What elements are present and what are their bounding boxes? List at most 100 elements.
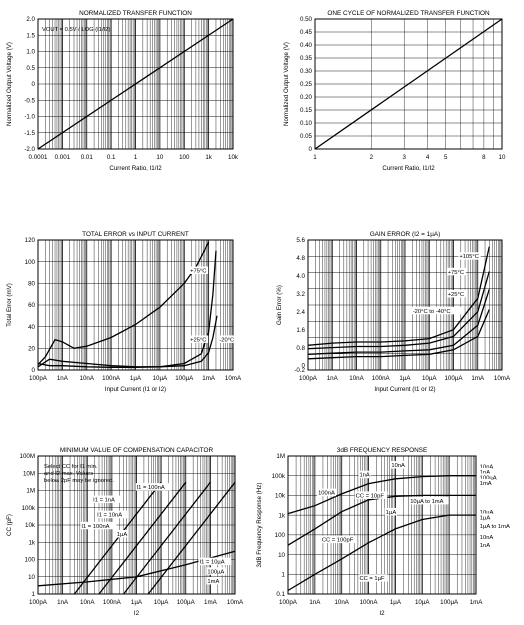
chart-annotation: CC = 100pF: [322, 538, 354, 544]
annotation-bg: [478, 478, 491, 487]
y-axis-label: Gain Error (%): [276, 285, 283, 325]
y-tick-label: -2.0: [24, 146, 35, 153]
x-axis-label: Current Ratio, I1/I2: [382, 165, 435, 172]
y-axis-label: Total Error (mV): [6, 283, 13, 327]
plot-frame: [287, 455, 477, 595]
y-tick-label: 4.8: [296, 255, 305, 262]
chart-annotation: -20°C to -40°C: [413, 309, 451, 315]
annotation-bg: [218, 335, 238, 343]
annotation-bg: [206, 567, 226, 575]
y-tick-label: 0.30: [300, 68, 313, 75]
series-line-1: [287, 475, 476, 515]
y-tick-label: 1M: [276, 453, 285, 460]
chart-annotation: -20°C: [219, 337, 234, 343]
x-tick-label: 1µA: [399, 375, 411, 382]
y-tick-label: -0.5: [24, 97, 35, 104]
x-tick-label: 100nA: [102, 375, 121, 382]
y-tick-label: 2.4: [296, 309, 305, 316]
series-line-4: [307, 309, 490, 360]
x-tick-label: 1µA: [131, 599, 143, 606]
y-tick-label: 0.20: [300, 94, 313, 101]
chart-annotation: 10nA: [480, 464, 494, 470]
x-tick-label: 0.0001: [29, 154, 48, 161]
grid: [37, 455, 236, 595]
x-tick-label: 1mA: [471, 375, 485, 382]
x-tick-label: 100pA: [279, 599, 298, 606]
y-tick-label: 1.5: [26, 32, 35, 39]
annotation-bg: [478, 532, 495, 541]
y-tick-label: 100: [275, 532, 286, 539]
chart-annotation: 10µA to 1mA: [410, 499, 443, 505]
chart-annotation: 1mA: [207, 579, 219, 585]
chart-annotation: 10nA: [391, 463, 405, 469]
y-tick-label: 1k: [278, 512, 285, 519]
series-line-2: [307, 271, 490, 350]
y-axis-label: Normalized Output Voltage (V): [6, 42, 13, 126]
series-line-1: [314, 18, 503, 150]
annotation-bg: [96, 510, 129, 519]
annotation-bg: [189, 266, 209, 274]
x-tick-label: 1nA: [57, 375, 69, 382]
y-tick-label: 1k: [28, 539, 35, 546]
chart-annotation: 1mA: [480, 481, 492, 487]
y-tick-label: 0.1: [276, 591, 285, 598]
chart-annotation: CC = 1µF: [359, 576, 385, 582]
y-tick-label: 0.8: [296, 345, 305, 352]
y-tick-label: 120: [25, 237, 36, 244]
x-tick-label: 100nA: [103, 599, 122, 606]
y-tick-label: 0: [302, 363, 306, 370]
y-tick-label: 0.5: [26, 65, 35, 72]
y-tick-label: 100k: [22, 505, 36, 512]
x-tick-label: 10nA: [334, 599, 349, 606]
x-tick-label: 0.001: [55, 154, 71, 161]
chart-annotation: 1µA: [386, 510, 397, 516]
x-tick-label: 10mA: [225, 375, 242, 382]
y-tick-label: 0.40: [300, 42, 313, 49]
y-tick-label: 0.10: [300, 120, 313, 127]
x-tick-label: 5: [444, 154, 448, 161]
annotation-bg: [409, 496, 449, 505]
chart-annotation: 1nA: [480, 543, 490, 549]
y-axis-label: CC (pF): [6, 514, 13, 536]
y-tick-label: 1M: [26, 488, 35, 495]
chart-4: 100pA 1nA 10nA 100nA 1µA 10µA 100µA 1mA 10mA -0.2…: [276, 231, 511, 393]
y-tick-label: 1.6: [296, 327, 305, 334]
chart-annotation: +25°C: [190, 337, 206, 343]
annotation-bg: [390, 461, 406, 469]
chart-title: ONE CYCLE OF NORMALIZED TRANSFER FUNCTIO…: [327, 10, 490, 17]
chart-annotation: 100µA: [480, 475, 497, 481]
chart-annotation: +105°C: [459, 254, 479, 260]
annotation-bg: [411, 306, 462, 315]
x-tick-label: 10: [499, 154, 506, 161]
series-line-2: [98, 481, 187, 595]
y-tick-label: 0.50: [300, 16, 313, 23]
annotation-bg: [198, 557, 232, 566]
y-tick-label: 10: [28, 574, 35, 581]
y-tick-label: 2.0: [26, 16, 35, 23]
y-tick-label: 100k: [272, 473, 286, 480]
x-tick-label: 100µA: [444, 375, 463, 382]
x-tick-label: 1mA: [204, 599, 218, 606]
grid: [37, 18, 234, 150]
x-tick-label: 4: [426, 154, 430, 161]
series-line-1: [37, 18, 234, 150]
y-tick-label: 10k: [25, 522, 36, 529]
annotation-bg: [354, 491, 388, 499]
annotation-bg: [358, 470, 371, 479]
annotation-bg: [478, 467, 491, 476]
x-tick-label: 2: [370, 154, 374, 161]
annotation-bg: [446, 267, 466, 276]
y-tick-label: 10k: [275, 493, 286, 500]
x-tick-label: 100: [179, 154, 190, 161]
x-tick-label: 1µA: [390, 599, 402, 606]
x-tick-label: 3: [402, 154, 406, 161]
chart-annotation: I1 = 100nA: [81, 524, 109, 530]
x-tick-label: 100µA: [177, 599, 196, 606]
y-tick-label: 100M: [20, 453, 35, 460]
series-line-4: [147, 481, 236, 595]
chart-annotation: I1 = 1nA: [93, 498, 115, 504]
y-tick-label: 0: [309, 146, 313, 153]
chart-annotation: 10µA: [480, 510, 494, 516]
annotation-bg: [478, 462, 495, 470]
x-tick-label: 100µA: [175, 375, 194, 382]
